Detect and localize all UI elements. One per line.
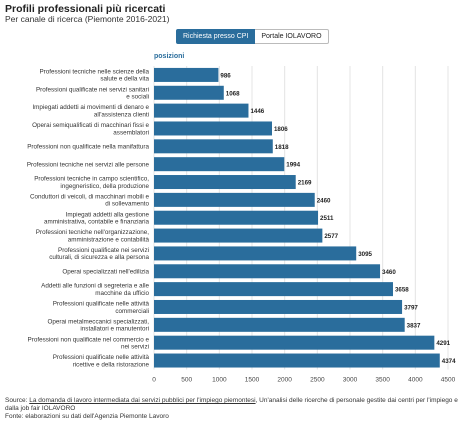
x-tick-label: 4500 — [441, 376, 456, 383]
x-tick-label: 2000 — [277, 376, 292, 383]
bar — [154, 139, 273, 154]
category-label: Addetti alle funzioni di segreteria e al… — [41, 283, 149, 297]
tab-richiesta-cpi[interactable]: Richiesta presso CPI — [176, 29, 256, 44]
bar — [154, 264, 381, 279]
bar — [154, 299, 403, 314]
category-label: Impiegati addetti ai movimenti di denaro… — [32, 104, 149, 118]
x-tick-label: 3500 — [375, 376, 390, 383]
bar — [154, 85, 224, 100]
source-prefix: Source: — [5, 397, 30, 404]
category-label: Impiegati addetti alla gestione amministr… — [44, 211, 149, 225]
bar — [154, 103, 249, 118]
bar — [154, 157, 285, 172]
bar — [154, 353, 440, 368]
category-label: Professioni tecniche nei servizi alle pe… — [27, 161, 150, 168]
category-label: Professioni tecniche nelle scienze della… — [39, 69, 149, 83]
bar-value-label: 1806 — [274, 126, 288, 133]
x-tick-label: 1500 — [245, 376, 260, 383]
category-label: Professioni non qualificate nella manifa… — [27, 144, 149, 151]
x-tick-label: 500 — [181, 376, 192, 383]
category-label: Professioni non qualificate nel commerci… — [28, 336, 150, 350]
bar-value-label: 2169 — [298, 180, 312, 187]
bar-value-label: 2511 — [320, 215, 334, 222]
bar-value-label: 3095 — [358, 251, 372, 258]
category-label: Professioni qualificate nei servizi cultu… — [49, 247, 149, 261]
x-tick-label: 4000 — [408, 376, 423, 383]
bar-value-label: 3658 — [395, 287, 409, 294]
bar-value-label: 1068 — [226, 90, 240, 97]
category-label: Operai specializzati nell'edilizia — [62, 268, 149, 275]
bar — [154, 121, 272, 136]
x-tick-label: 1000 — [212, 376, 227, 383]
tab-portale-iolavoro[interactable]: Portale IOLAVORO — [255, 29, 329, 44]
bar — [154, 246, 357, 261]
category-label: Professioni qualificate nei servizi sani… — [36, 86, 149, 100]
x-tick-label: 2500 — [310, 376, 325, 383]
x-tick-label: 3000 — [343, 376, 358, 383]
bar — [154, 317, 405, 332]
bar — [154, 210, 319, 225]
bar-value-label: 4374 — [442, 358, 456, 365]
bar — [154, 228, 323, 243]
bar-value-label: 2577 — [324, 233, 338, 240]
bar-value-label: 4291 — [436, 340, 450, 347]
category-label: Operai semiqualificati di macchinari fis… — [32, 122, 149, 136]
channel-tabs: Richiesta presso CPI Portale IOLAVORO — [176, 29, 329, 44]
chart-title: Profili professionali più ricercati — [5, 3, 166, 15]
legend-label: posizioni — [154, 53, 185, 60]
category-label: Operai metalmeccanici specializzati, inst… — [48, 318, 150, 332]
bar — [154, 192, 315, 207]
category-label: Professioni tecniche nell'organizzazione… — [36, 229, 150, 243]
source-rest: , Un'analisi delle ricerche di personale… — [5, 397, 458, 412]
category-label: Professioni qualificate nelle attività co… — [53, 301, 150, 315]
chart-subtitle: Per canale di ricerca (Piemonte 2016-202… — [5, 14, 170, 24]
bar-value-label: 3837 — [407, 322, 421, 329]
source-fonte: Fonte: elaborazioni su dati dell'Agenzia… — [5, 413, 169, 420]
category-label: Conduttori di veicoli, di macchinari mob… — [30, 193, 149, 207]
source-note: Source: La domanda di lavoro intermediat… — [5, 397, 470, 421]
bar-value-label: 2460 — [317, 197, 331, 204]
bar-value-label: 1446 — [250, 108, 264, 115]
bar — [154, 282, 393, 297]
category-label: Professioni tecniche in campo scientific… — [34, 176, 149, 190]
bar-value-label: 986 — [220, 72, 231, 79]
source-link[interactable]: La domanda di lavoro intermediata dai se… — [29, 397, 256, 404]
bar-value-label: 3460 — [382, 269, 396, 276]
bar-value-label: 1818 — [275, 144, 289, 151]
bar — [154, 67, 219, 82]
bar-value-label: 1994 — [286, 162, 300, 169]
bar-value-label: 3797 — [404, 304, 418, 311]
category-label: Professioni qualificate nelle attività ri… — [53, 354, 150, 368]
x-tick-label: 0 — [152, 376, 156, 383]
bar — [154, 335, 435, 350]
bar — [154, 175, 296, 190]
bar-chart: 0 500 1000 1500 2000 2500 3000 3500 4000 4500 986 P… — [27, 66, 456, 383]
